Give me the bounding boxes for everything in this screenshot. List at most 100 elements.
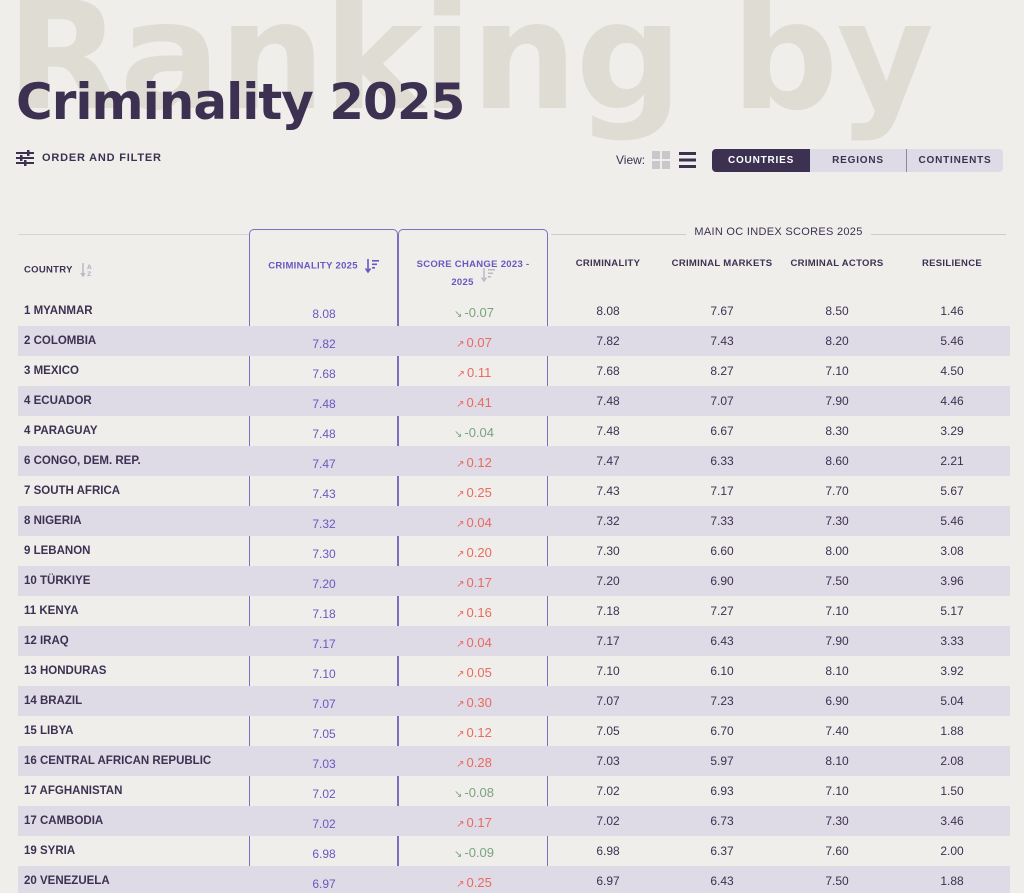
resilience-score: 3.92 [940,664,964,678]
country-name[interactable]: 20 VENEZUELA [24,875,110,887]
criminality-score: 7.82 [596,334,620,348]
header-country[interactable]: COUNTRY A Z [24,262,94,278]
table-row[interactable]: 6 CONGO, DEM. REP. 7.47 ↗ 0.12 7.47 6.33 8.60 2… [18,446,1010,476]
table-row[interactable]: 19 SYRIA 6.98 ↘ -0.09 6.98 6.37 7.60 2.00 [18,836,1010,866]
table-row[interactable]: 10 TÜRKIYE 7.20 ↗ 0.17 7.20 6.90 7.50 3.96 [18,566,1010,596]
country-name[interactable]: 6 CONGO, DEM. REP. [24,455,141,467]
criminal-actors-score: 8.30 [825,424,849,438]
table-row[interactable]: 4 PARAGUAY 7.48 ↘ -0.04 7.48 6.67 8.30 3.29 [18,416,1010,446]
header-score-change[interactable]: SCORE CHANGE 2023 - 2025 [399,256,547,292]
trend-up-icon: ↗ [456,489,465,500]
country-name[interactable]: 19 SYRIA [24,845,76,857]
resilience-score: 1.50 [940,784,964,798]
table-row[interactable]: 11 KENYA 7.18 ↗ 0.16 7.18 7.27 7.10 5.17 [18,596,1010,626]
score-change: ↗ 0.05 [400,658,548,690]
score-change: ↘ -0.08 [400,778,548,810]
criminality-score: 7.02 [596,784,620,798]
criminality-2025-score: 7.30 [312,547,336,561]
table-row[interactable]: 17 AFGHANISTAN 7.02 ↘ -0.08 7.02 6.93 7.10 1.50 [18,776,1010,806]
list-view-icon[interactable] [677,150,697,170]
score-change: ↗ 0.28 [400,748,548,780]
svg-text:A: A [87,264,92,271]
criminal-markets-score: 6.43 [710,874,734,888]
country-name[interactable]: 3 MEXICO [24,365,79,377]
criminal-actors-score: 6.90 [825,694,849,708]
country-name[interactable]: 11 KENYA [24,605,79,617]
background-title: Ranking by [6,0,934,144]
table-row[interactable]: 2 COLOMBIA 7.82 ↗ 0.07 7.82 7.43 8.20 5.46 [18,326,1010,356]
country-name[interactable]: 7 SOUTH AFRICA [24,485,121,497]
country-name[interactable]: 8 NIGERIA [24,515,82,527]
header-criminality[interactable]: CRIMINALITY [575,258,641,269]
group-header-label: MAIN OC INDEX SCORES 2025 [686,226,871,238]
table-row[interactable]: 1 MYANMAR 8.08 ↘ -0.07 8.08 7.67 8.50 1.46 [18,296,1010,326]
table-row[interactable]: 4 ECUADOR 7.48 ↗ 0.41 7.48 7.07 7.90 4.46 [18,386,1010,416]
table-row[interactable]: 7 SOUTH AFRICA 7.43 ↗ 0.25 7.43 7.17 7.70 5.67 [18,476,1010,506]
header-score-change-line1: SCORE CHANGE 2023 - [416,259,530,270]
country-name[interactable]: 4 PARAGUAY [24,425,98,437]
country-name[interactable]: 17 AFGHANISTAN [24,785,123,797]
table-row[interactable]: 13 HONDURAS 7.10 ↗ 0.05 7.10 6.10 8.10 3.92 [18,656,1010,686]
table-row[interactable]: 20 VENEZUELA 6.97 ↗ 0.25 6.97 6.43 7.50 1.88 [18,866,1010,893]
criminal-actors-score: 8.20 [825,334,849,348]
score-change: ↗ 0.16 [400,598,548,630]
country-name[interactable]: 14 BRAZIL [24,695,83,707]
country-name[interactable]: 10 TÜRKIYE [24,575,91,587]
country-name[interactable]: 9 LEBANON [24,545,91,557]
country-name[interactable]: 2 COLOMBIA [24,335,97,347]
table-row[interactable]: 12 IRAQ 7.17 ↗ 0.04 7.17 6.43 7.90 3.33 [18,626,1010,656]
resilience-score: 5.04 [940,694,964,708]
table-row[interactable]: 17 CAMBODIA 7.02 ↗ 0.17 7.02 6.73 7.30 3.46 [18,806,1010,836]
resilience-score: 4.46 [940,394,964,408]
header-criminal-actors[interactable]: CRIMINAL ACTORS [790,258,884,269]
header-country-label: COUNTRY [24,264,73,276]
criminal-markets-score: 6.67 [710,424,734,438]
score-change-value: 0.17 [466,815,492,830]
order-and-filter-button[interactable]: ORDER AND FILTER [16,150,162,166]
header-resilience[interactable]: RESILIENCE [921,258,982,269]
criminal-actors-score: 7.40 [825,724,849,738]
sort-desc-icon[interactable] [364,258,379,274]
trend-down-icon: ↘ [453,429,463,440]
criminal-actors-score: 8.10 [825,664,849,678]
table-row[interactable]: 16 CENTRAL AFRICAN REPUBLIC 7.03 ↗ 0.28 7.03… [18,746,1010,776]
score-change-value: 0.07 [466,335,492,350]
table-row[interactable]: 15 LIBYA 7.05 ↗ 0.12 7.05 6.70 7.40 1.88 [18,716,1010,746]
table-row[interactable]: 3 MEXICO 7.68 ↗ 0.11 7.68 8.27 7.10 4.50 [18,356,1010,386]
table-row[interactable]: 8 NIGERIA 7.32 ↗ 0.04 7.32 7.33 7.30 5.46 [18,506,1010,536]
score-change: ↗ 0.25 [400,868,548,893]
resilience-score: 1.46 [940,304,964,318]
criminality-score: 7.02 [596,814,620,828]
table-row[interactable]: 14 BRAZIL 7.07 ↗ 0.30 7.07 7.23 6.90 5.04 [18,686,1010,716]
score-change-value: -0.08 [464,785,495,800]
criminality-2025-score: 6.97 [312,877,336,891]
tab-regions[interactable]: REGIONS [810,149,906,172]
country-name[interactable]: 13 HONDURAS [24,665,107,677]
country-name[interactable]: 1 MYANMAR [24,305,93,317]
criminal-markets-score: 6.93 [710,784,734,798]
table-row[interactable]: 9 LEBANON 7.30 ↗ 0.20 7.30 6.60 8.00 3.08 [18,536,1010,566]
header-criminal-markets[interactable]: CRIMINAL MARKETS [671,258,773,269]
country-name[interactable]: 15 LIBYA [24,725,74,737]
criminality-score: 7.07 [596,694,620,708]
criminal-actors-score: 7.60 [825,844,849,858]
score-change: ↗ 0.25 [400,478,548,510]
tab-countries[interactable]: COUNTRIES [712,149,810,172]
trend-up-icon: ↗ [456,459,465,470]
trend-up-icon: ↗ [456,759,465,770]
header-criminality-2025[interactable]: CRIMINALITY 2025 [250,258,397,274]
country-name[interactable]: 16 CENTRAL AFRICAN REPUBLIC [24,755,212,767]
sort-desc-inactive-icon[interactable] [480,267,495,283]
sort-alpha-icon[interactable]: A Z [79,262,94,278]
trend-up-icon: ↗ [456,369,466,380]
criminal-markets-score: 5.97 [710,754,734,768]
trend-up-icon: ↗ [456,669,465,680]
country-name[interactable]: 4 ECUADOR [24,395,92,407]
criminality-2025-score: 7.48 [312,427,336,441]
score-change: ↘ -0.09 [400,838,548,870]
tab-continents[interactable]: CONTINENTS [907,149,1003,172]
country-name[interactable]: 12 IRAQ [24,635,69,647]
score-change: ↗ 0.12 [400,718,548,750]
country-name[interactable]: 17 CAMBODIA [24,815,104,827]
grid-view-icon[interactable] [651,150,671,170]
